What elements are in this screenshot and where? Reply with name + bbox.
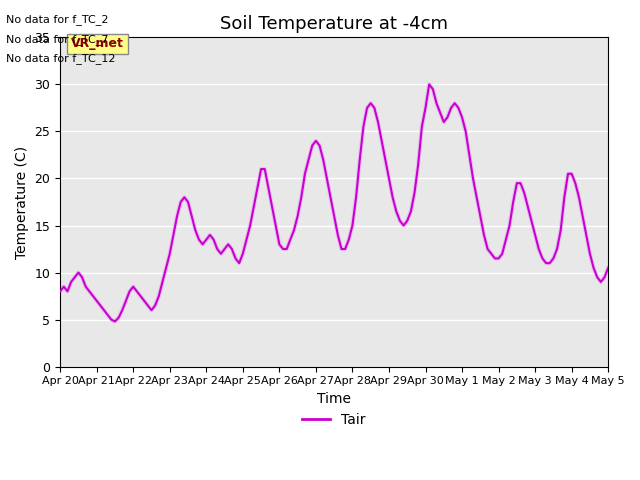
X-axis label: Time: Time [317,392,351,406]
Text: No data for f_TC_7: No data for f_TC_7 [6,34,109,45]
Text: No data for f_TC_12: No data for f_TC_12 [6,53,116,64]
Legend: Tair: Tair [297,407,371,432]
Y-axis label: Temperature (C): Temperature (C) [15,145,29,259]
Title: Soil Temperature at -4cm: Soil Temperature at -4cm [220,15,448,33]
Text: No data for f_TC_2: No data for f_TC_2 [6,14,109,25]
Text: VR_met: VR_met [71,37,124,50]
